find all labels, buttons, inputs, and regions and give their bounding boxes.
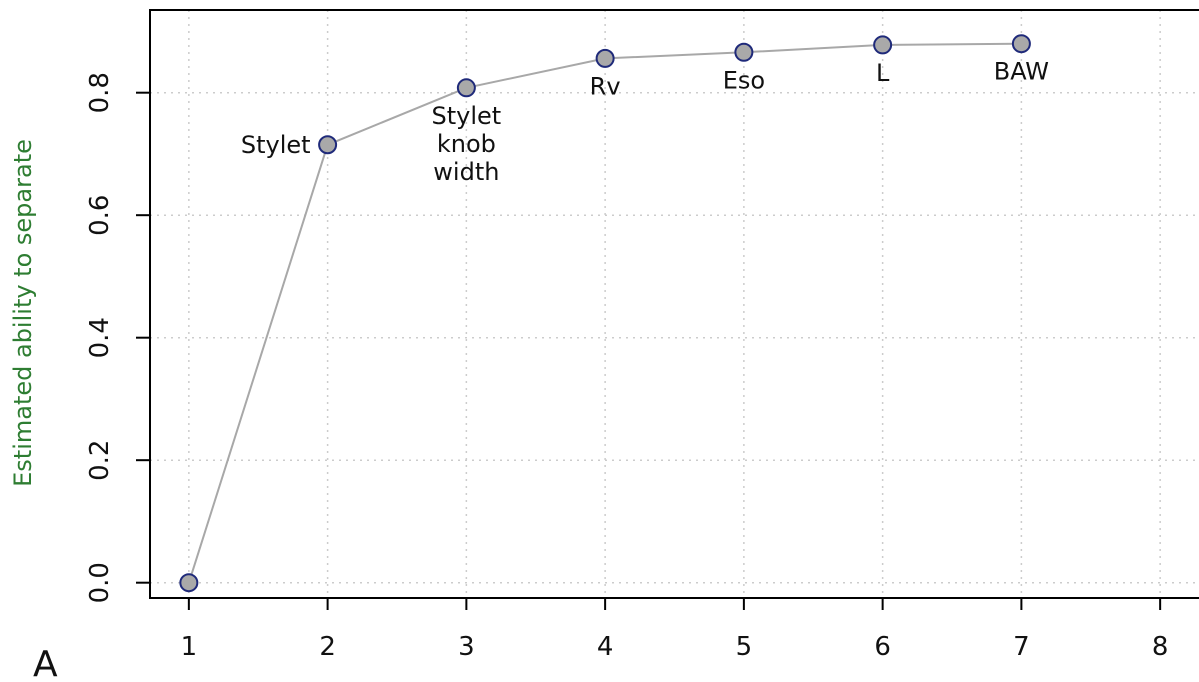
y-axis-label: Estimated ability to separate	[9, 139, 37, 487]
y-tick-label: 0.4	[85, 317, 115, 358]
point-label-line: Stylet	[432, 102, 502, 130]
x-tick-label: 3	[458, 632, 475, 662]
x-tick-label: 6	[874, 632, 891, 662]
y-axis: 0.0 0.2 0.4 0.6 0.8	[85, 72, 150, 603]
data-point	[734, 42, 754, 62]
point-label-line: width	[433, 158, 499, 186]
data-points	[179, 34, 1031, 593]
x-tick-label: 1	[181, 632, 198, 662]
x-tick-label: 7	[1013, 632, 1030, 662]
point-label-line: Eso	[723, 66, 765, 94]
data-point	[873, 35, 893, 55]
grid-lines	[150, 10, 1199, 598]
point-label-line: L	[876, 59, 890, 87]
y-tick-label: 0.2	[85, 440, 115, 481]
plot-area	[149, 9, 1199, 599]
x-tick-label: 5	[736, 632, 753, 662]
point-label: Rv	[590, 72, 621, 100]
point-label: L	[876, 59, 890, 87]
x-tick-label: 2	[319, 632, 336, 662]
point-label-line: Rv	[590, 72, 621, 100]
data-point	[595, 48, 615, 68]
y-tick-label: 0.0	[85, 562, 115, 603]
panel-label: A	[33, 644, 58, 682]
data-point	[1011, 34, 1031, 54]
data-point	[179, 573, 199, 593]
point-label: BAW	[994, 58, 1049, 86]
x-axis: 1 2 3 4 5 6 7 8	[181, 598, 1169, 662]
x-tick-label: 8	[1152, 632, 1169, 662]
x-tick-label: 4	[597, 632, 614, 662]
y-tick-label: 0.6	[85, 195, 115, 236]
point-label: Eso	[723, 66, 765, 94]
y-tick-label: 0.8	[85, 72, 115, 113]
point-label: Stylet knob width	[432, 102, 502, 186]
data-point	[456, 78, 476, 98]
point-label-line: knob	[437, 130, 496, 158]
data-point	[318, 135, 338, 155]
point-label: Stylet	[241, 131, 311, 159]
point-label-line: BAW	[994, 58, 1049, 86]
